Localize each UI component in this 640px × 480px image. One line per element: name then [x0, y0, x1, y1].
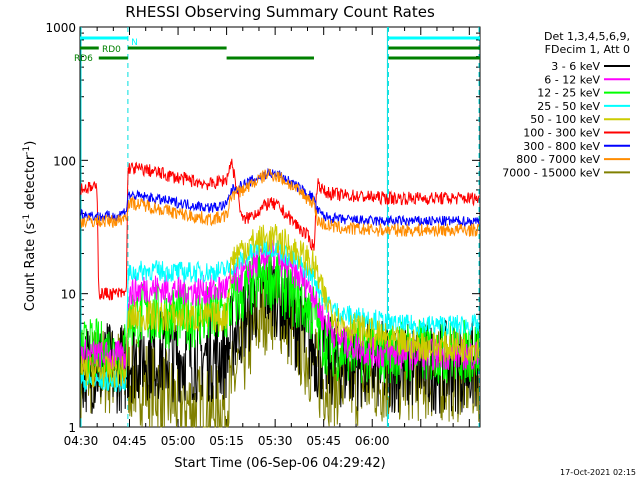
y-axis-title-sup2: -1 [22, 146, 32, 155]
x-axis-title: Start Time (06-Sep-06 04:29:42) [174, 456, 385, 471]
x-tick-label: 04:30 [64, 434, 99, 448]
legend-label: 7000 - 15000 keV [502, 166, 600, 179]
x-tick-label: 05:45 [306, 434, 341, 448]
series-7-line [80, 167, 480, 238]
series-1-line [80, 239, 480, 371]
legend-label: 50 - 100 keV [530, 113, 600, 126]
x-tick-label: 06:00 [355, 434, 390, 448]
x-tick-label: 04:45 [112, 434, 147, 448]
legend-label: 800 - 7000 keV [516, 153, 600, 166]
series-5-line [80, 158, 480, 301]
legend-label: 12 - 25 keV [537, 87, 600, 100]
y-axis-title-suffix: ) [23, 141, 38, 146]
flag-label-rd0: RD0 [102, 45, 121, 55]
legend-label: 25 - 50 keV [537, 100, 600, 113]
legend-header-line-2: FDecim 1, Att 0 [545, 43, 630, 56]
y-tick-label: 1 [68, 421, 76, 435]
y-axis-title: Count Rate (s-1 detector-1) [22, 141, 38, 312]
series-4-line [80, 223, 480, 388]
legend-label: 3 - 6 keV [551, 60, 600, 73]
legend-label: 100 - 300 keV [523, 127, 600, 140]
flag-bars: N RD0 RD6 [74, 36, 480, 64]
y-axis-title-sup1: -1 [22, 214, 32, 223]
legend-label: 300 - 800 keV [523, 140, 600, 153]
x-tick-label: 05:00 [161, 434, 196, 448]
legend-label: 6 - 12 keV [544, 73, 600, 86]
plot-frame [79, 26, 481, 428]
y-tick-label: 1000 [45, 21, 76, 35]
y-tick-label: 10 [61, 288, 76, 302]
chart-title: RHESSI Observing Summary Count Rates [125, 3, 435, 21]
tick-labels: 1 10 100 1000 04:30 04:45 05:00 05:15 05:30 05:45… [45, 21, 389, 448]
x-tick-label: 05:30 [258, 434, 293, 448]
flag-label-rd6: RD6 [74, 54, 93, 64]
footer-timestamp: 17-Oct-2021 02:15 [560, 468, 636, 477]
x-tick-label: 05:15 [209, 434, 244, 448]
y-axis-title-prefix: Count Rate (s [23, 223, 38, 312]
series-0-line [80, 248, 480, 414]
legend-header-line-1: Det 1,3,4,5,6,9, [544, 30, 630, 43]
flag-label-n: N [131, 38, 138, 48]
legend: Det 1,3,4,5,6,9, FDecim 1, Att 0 3 - 6 k… [502, 30, 630, 179]
y-tick-label: 100 [53, 154, 76, 168]
series-group [80, 158, 480, 428]
y-axis-title-mid: detector [23, 154, 38, 214]
series-3-line [80, 237, 480, 393]
series-6-line [80, 167, 480, 229]
